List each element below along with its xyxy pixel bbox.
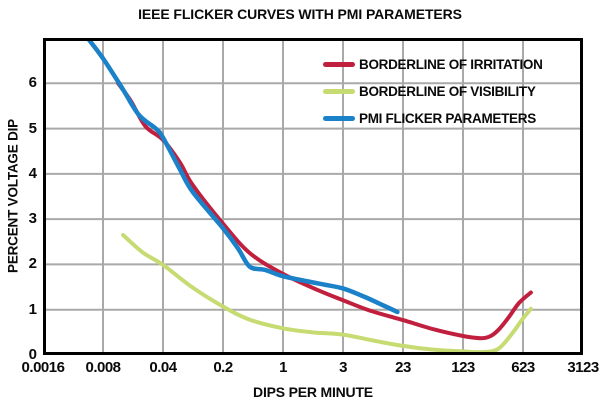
legend: BORDERLINE OF IRRITATION BORDERLINE OF V… bbox=[323, 51, 543, 132]
y-tick-label: 3 bbox=[28, 210, 37, 228]
y-tick-label: 5 bbox=[28, 119, 37, 137]
x-tick-label: 23 bbox=[395, 359, 411, 376]
x-tick-label: 0.008 bbox=[85, 359, 121, 376]
plot-area bbox=[43, 38, 583, 355]
x-axis-title: DIPS PER MINUTE bbox=[253, 384, 373, 400]
x-tick-label: 123 bbox=[451, 359, 475, 376]
legend-item-pmi: PMI FLICKER PARAMETERS bbox=[323, 105, 543, 132]
x-tick-label: 0.2 bbox=[213, 359, 233, 376]
legend-item-visibility: BORDERLINE OF VISIBILITY bbox=[323, 78, 543, 105]
y-tick-label: 6 bbox=[28, 74, 37, 92]
y-tick-label: 2 bbox=[28, 255, 37, 273]
x-tick-label: 3123 bbox=[567, 359, 599, 376]
legend-swatch-pmi bbox=[323, 116, 355, 121]
y-tick-label: 1 bbox=[28, 300, 37, 318]
x-tick-label: 0.0016 bbox=[21, 359, 65, 376]
x-tick-label: 3 bbox=[339, 359, 347, 376]
x-tick-label: 1 bbox=[279, 359, 287, 376]
legend-label-irritation: BORDERLINE OF IRRITATION bbox=[359, 57, 543, 72]
x-tick-label: 0.04 bbox=[149, 359, 177, 376]
y-tick-label: 0 bbox=[28, 346, 37, 363]
legend-swatch-visibility bbox=[323, 89, 355, 94]
legend-label-pmi: PMI FLICKER PARAMETERS bbox=[359, 111, 536, 126]
legend-item-irritation: BORDERLINE OF IRRITATION bbox=[323, 51, 543, 78]
chart-title: IEEE FLICKER CURVES WITH PMI PARAMETERS bbox=[138, 6, 462, 22]
y-axis-title: PERCENT VOLTAGE DIP bbox=[5, 119, 21, 273]
legend-swatch-irritation bbox=[323, 62, 355, 67]
x-tick-label: 623 bbox=[511, 359, 535, 376]
legend-label-visibility: BORDERLINE OF VISIBILITY bbox=[359, 84, 536, 99]
y-tick-label: 4 bbox=[28, 164, 37, 182]
